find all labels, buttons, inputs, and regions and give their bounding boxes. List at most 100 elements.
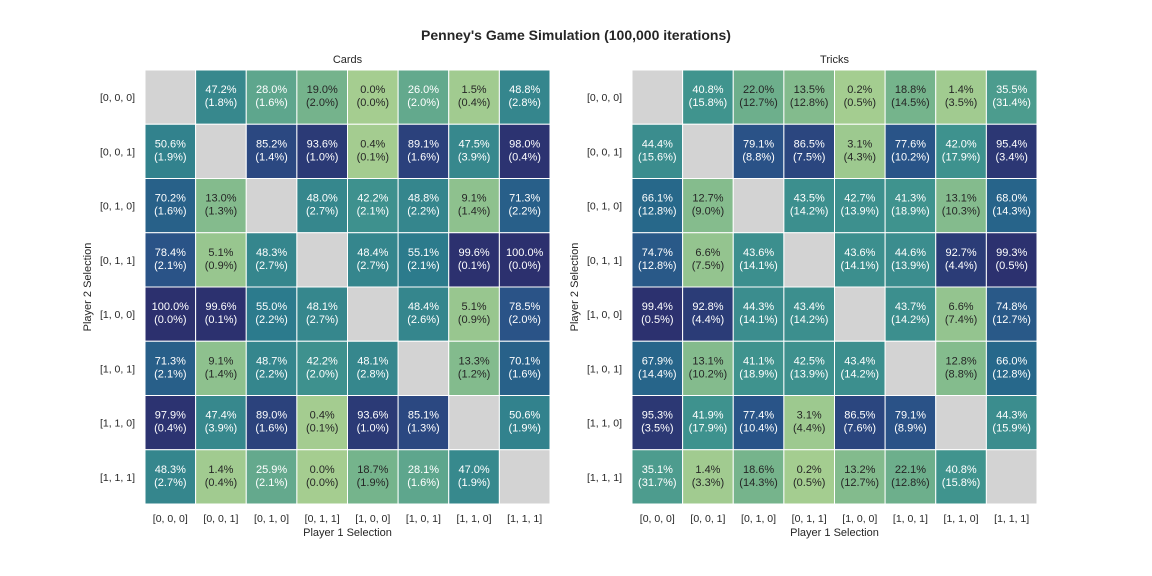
- heatmap-tricks-label-r1-c3: 86.5% (7.5%): [793, 138, 825, 163]
- heatmap-cards-label-r3-c1: 5.1% (0.9%): [205, 247, 237, 272]
- heatmap-tricks-cell-r4-c4: [834, 286, 886, 342]
- heatmap-cards-cell-r4-c0: [144, 286, 197, 342]
- figure-title: Penney's Game Simulation (100,000 iterat…: [421, 27, 731, 43]
- heatmap-cards-cell-r0-c0: [144, 69, 197, 125]
- heatmap-tricks-cell-r2-c1: [682, 178, 734, 234]
- heatmap-tricks-label-r6-c0: 95.3% (3.5%): [641, 410, 673, 435]
- heatmap-tricks-cell-r1-c7: [985, 123, 1038, 179]
- heatmap-tricks-label-r4-c6: 6.6% (7.4%): [945, 301, 977, 326]
- heatmap-tricks-xtick-5: [1, 0, 1]: [893, 513, 928, 525]
- heatmap-cards-cell-r2-c3: [296, 178, 348, 234]
- heatmap-tricks-label-r2-c1: 12.7% (9.0%): [692, 193, 724, 218]
- heatmap-tricks-label-r2-c6: 13.1% (10.3%): [942, 193, 981, 218]
- heatmap-cards-label-r6-c1: 47.4% (3.9%): [205, 410, 237, 435]
- heatmap-tricks-label-r5-c3: 42.5% (13.9%): [790, 355, 829, 380]
- heatmap-tricks-cell-r6-c6: [935, 395, 987, 451]
- heatmap-tricks-cell-r0-c5: [884, 69, 937, 125]
- heatmap-tricks-label-r7-c1: 1.4% (3.3%): [692, 464, 724, 489]
- heatmap-tricks-label-r1-c5: 77.6% (10.2%): [891, 138, 930, 163]
- heatmap-tricks-label-r1-c6: 42.0% (17.9%): [942, 138, 981, 163]
- heatmap-tricks-label-r3-c7: 99.3% (0.5%): [995, 247, 1027, 272]
- heatmap-cards-cell-r3-c0: [144, 232, 197, 288]
- heatmap-tricks-label-r6-c4: 86.5% (7.6%): [844, 410, 876, 435]
- heatmap-cards-label-r5-c0: 71.3% (2.1%): [154, 355, 186, 380]
- heatmap-cards-label-r1-c6: 47.5% (3.9%): [458, 138, 490, 163]
- heatmap-tricks-cell-r5-c3: [783, 340, 835, 396]
- heatmap-tricks-label-r7-c3: 0.2% (0.5%): [793, 464, 825, 489]
- heatmap-cards-label-r1-c7: 98.0% (0.4%): [508, 138, 540, 163]
- heatmap-cards-label-r7-c0: 48.3% (2.7%): [154, 464, 186, 489]
- heatmap-tricks-label-r2-c7: 68.0% (14.3%): [992, 193, 1031, 218]
- heatmap-tricks-ytick-4: [1, 0, 0]: [587, 309, 622, 321]
- heatmap-tricks-cell-r0-c0: [631, 69, 684, 125]
- heatmap-tricks-cell-r0-c4: [834, 69, 886, 125]
- heatmap-cards-label-r6-c7: 50.6% (1.9%): [508, 410, 540, 435]
- heatmap-tricks-label-r7-c5: 22.1% (12.8%): [891, 464, 930, 489]
- heatmap-tricks-label-r5-c1: 13.1% (10.2%): [689, 355, 728, 380]
- heatmap-cards-cell-r6-c0: [144, 395, 197, 451]
- heatmap-tricks-cell-r2-c6: [935, 178, 987, 234]
- heatmap-cards-cell-r5-c0: [144, 340, 197, 396]
- heatmap-tricks-cell-r1-c5: [884, 123, 937, 179]
- heatmap-cards-xtick-0: [0, 0, 0]: [153, 513, 188, 525]
- heatmap-cards-label-r2-c6: 9.1% (1.4%): [458, 193, 490, 218]
- heatmap-tricks-label-r6-c5: 79.1% (8.9%): [894, 410, 926, 435]
- heatmap-cards-cell-r3-c1: [195, 232, 247, 288]
- heatmap-tricks-label-r1-c4: 3.1% (4.3%): [844, 138, 876, 163]
- heatmap-cards-cell-r5-c3: [296, 340, 348, 396]
- heatmap-cards-label-r7-c1: 1.4% (0.4%): [205, 464, 237, 489]
- heatmap-cards-label-r6-c2: 89.0% (1.6%): [255, 410, 287, 435]
- heatmap-tricks-label-r0-c5: 18.8% (14.5%): [891, 84, 930, 109]
- heatmap-cards-cell-r7-c1: [195, 449, 247, 505]
- heatmap-cards-cell-r3-c6: [448, 232, 500, 288]
- heatmap-tricks-cell-r3-c6: [935, 232, 987, 288]
- heatmap-tricks-label-r0-c4: 0.2% (0.5%): [844, 84, 876, 109]
- heatmap-cards-cell-r3-c3: [296, 232, 348, 288]
- heatmap-tricks-label-r3-c2: 43.6% (14.1%): [739, 247, 778, 272]
- heatmap-tricks-cell-r4-c0: [631, 286, 684, 342]
- heatmap-tricks-ytick-0: [0, 0, 0]: [587, 92, 622, 104]
- heatmap-tricks-label-r4-c0: 99.4% (0.5%): [641, 301, 673, 326]
- heatmap-cards-cell-r7-c4: [347, 449, 399, 505]
- heatmap-tricks-label-r0-c1: 40.8% (15.8%): [689, 84, 728, 109]
- heatmap-cards-label-r5-c1: 9.1% (1.4%): [205, 355, 237, 380]
- heatmap-tricks-label-r1-c2: 79.1% (8.8%): [742, 138, 774, 163]
- heatmap-cards-cell-r2-c7: [498, 178, 551, 234]
- heatmap-tricks-label-r4-c3: 43.4% (14.2%): [790, 301, 829, 326]
- heatmap-cards-label-r0-c7: 48.8% (2.8%): [508, 84, 540, 109]
- heatmap-tricks-cell-r4-c6: [935, 286, 987, 342]
- heatmap-tricks-label-r4-c2: 44.3% (14.1%): [739, 301, 778, 326]
- heatmap-tricks-ytick-1: [0, 0, 1]: [587, 146, 622, 158]
- heatmap-tricks-label-r0-c2: 22.0% (12.7%): [739, 84, 778, 109]
- heatmap-cards-label-r2-c3: 48.0% (2.7%): [306, 193, 338, 218]
- heatmap-cards-label-r5-c3: 42.2% (2.0%): [306, 355, 338, 380]
- heatmap-cards-label-r5-c7: 70.1% (1.6%): [508, 355, 540, 380]
- heatmap-cards-cell-r0-c6: [448, 69, 500, 125]
- heatmap-cards-label-r0-c6: 1.5% (0.4%): [458, 84, 490, 109]
- heatmap-cards-label-r6-c5: 85.1% (1.3%): [407, 410, 439, 435]
- heatmap-cards-label-r4-c7: 78.5% (2.0%): [508, 301, 540, 326]
- heatmap-tricks-ytick-7: [1, 1, 1]: [587, 472, 622, 484]
- heatmap-cards-cell-r5-c7: [498, 340, 551, 396]
- heatmap-cards-cell-r1-c7: [498, 123, 551, 179]
- heatmap-cards-cell-r0-c3: [296, 69, 348, 125]
- heatmap-tricks-label-r5-c4: 43.4% (14.2%): [841, 355, 880, 380]
- heatmap-tricks-cell-r1-c4: [834, 123, 886, 179]
- heatmap-cards-label-r2-c4: 42.2% (2.1%): [357, 193, 389, 218]
- heatmap-cards-label-r2-c7: 71.3% (2.2%): [508, 193, 540, 218]
- heatmap-tricks-xtick-2: [0, 1, 0]: [741, 513, 776, 525]
- heatmap-tricks-cell-r0-c6: [935, 69, 987, 125]
- heatmap-cards-cell-r3-c7: [498, 232, 551, 288]
- heatmap-cards-label-r7-c4: 18.7% (1.9%): [357, 464, 389, 489]
- heatmap-cards-ytick-3: [0, 1, 1]: [100, 255, 135, 267]
- heatmap-cards-xtick-6: [1, 1, 0]: [457, 513, 492, 525]
- heatmap-cards-label-r7-c5: 28.1% (1.6%): [407, 464, 439, 489]
- heatmap-cards-label-r4-c5: 48.4% (2.6%): [407, 301, 439, 326]
- heatmap-cards-cell-r6-c6: [448, 395, 500, 451]
- heatmap-tricks-label-r3-c4: 43.6% (14.1%): [841, 247, 880, 272]
- heatmap-cards-cell-r6-c7: [498, 395, 551, 451]
- heatmap-tricks-cell-r7-c0: [631, 449, 684, 505]
- heatmap-tricks-cell-r7-c4: [834, 449, 886, 505]
- heatmap-cards-cell-r5-c5: [397, 340, 450, 396]
- heatmap-cards-label-r2-c1: 13.0% (1.3%): [205, 193, 237, 218]
